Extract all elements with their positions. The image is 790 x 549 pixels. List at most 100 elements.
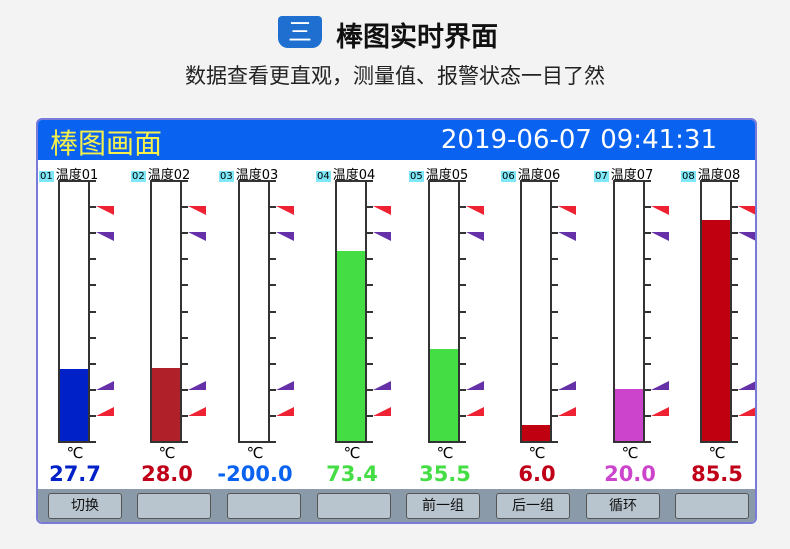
scale-tick (270, 362, 276, 365)
alarm-flag-icon (188, 406, 206, 416)
alarm-flag-icon (651, 206, 669, 216)
channel-number: 07 (594, 171, 609, 182)
section-badge: 三 (278, 16, 322, 48)
function-button-3[interactable] (227, 493, 301, 519)
bar-fill (615, 389, 643, 441)
alarm-flag-icon (738, 406, 755, 416)
bar-fill (702, 219, 730, 441)
bar-fill (337, 250, 365, 441)
channel-label: 08 温度08 (681, 164, 740, 183)
alarm-flag-icon (373, 380, 391, 390)
unit-label: ℃ (621, 444, 639, 462)
scale-tick (367, 232, 373, 235)
channel-name: 温度03 (235, 168, 279, 183)
scale-tick (460, 388, 466, 391)
channel-07: 07 温度07 ℃ 20.0 (594, 160, 686, 486)
alarm-flag-icon (558, 406, 576, 416)
channel-number: 03 (219, 171, 234, 182)
scale-tick (270, 310, 276, 313)
scale-tick (645, 180, 651, 182)
scale-tick (645, 441, 651, 443)
scale-tick (732, 388, 738, 391)
scale-tick (90, 388, 96, 391)
scale-tick (182, 336, 188, 339)
channel-number: 06 (501, 171, 516, 182)
scale-tick (182, 441, 188, 443)
scale-tick (732, 258, 738, 261)
bar-graph-panel: 棒图画面 2019-06-07 09:41:31 01 温度01 ℃ 27.7 02 温度… (36, 118, 757, 524)
alarm-flag-icon (466, 232, 484, 242)
scale-tick (90, 362, 96, 365)
scale-tick (552, 180, 558, 182)
alarm-flag-icon (558, 206, 576, 216)
function-button-6[interactable]: 后一组 (496, 493, 570, 519)
scale-tick (732, 414, 738, 417)
scale-tick (270, 336, 276, 339)
scale-tick (90, 284, 96, 287)
alarm-flag-icon (188, 206, 206, 216)
scale-tick (460, 414, 466, 417)
channel-name: 温度07 (610, 168, 654, 183)
bar-gauge (700, 180, 732, 443)
scale-tick (367, 441, 373, 443)
scale-tick (645, 362, 651, 365)
scale-tick (90, 336, 96, 339)
function-button-7[interactable]: 循环 (586, 493, 660, 519)
button-bar: 切换 前一组 后一组 循环 (38, 489, 755, 522)
alarm-flag-icon (96, 232, 114, 242)
function-button-8[interactable] (675, 493, 749, 519)
scale-tick (460, 441, 466, 443)
alarm-flag-icon (738, 380, 755, 390)
function-button-5[interactable]: 前一组 (406, 493, 480, 519)
scale-tick (367, 362, 373, 365)
scale-tick (645, 206, 651, 209)
unit-label: ℃ (528, 444, 546, 462)
scale-tick (270, 284, 276, 287)
channel-label: 03 温度03 (219, 164, 278, 183)
scale-axis (730, 180, 732, 443)
alarm-flag-icon (373, 206, 391, 216)
scale-tick (732, 336, 738, 339)
scale-tick (732, 232, 738, 235)
unit-label: ℃ (158, 444, 176, 462)
scale-tick (90, 441, 96, 443)
scale-tick (645, 414, 651, 417)
channel-label: 02 温度02 (131, 164, 190, 183)
scale-tick (732, 362, 738, 365)
scale-tick (552, 310, 558, 313)
scale-tick (732, 206, 738, 209)
scale-tick (460, 232, 466, 235)
scale-tick (367, 180, 373, 182)
scale-axis (268, 180, 270, 443)
scale-axis (365, 180, 367, 443)
alarm-flag-icon (651, 380, 669, 390)
scale-tick (552, 206, 558, 209)
channel-value: -200.0 (217, 462, 293, 486)
channel-value: 27.7 (49, 462, 101, 486)
function-button-1[interactable]: 切换 (48, 493, 122, 519)
channel-01: 01 温度01 ℃ 27.7 (39, 160, 131, 486)
alarm-flag-icon (466, 406, 484, 416)
function-button-2[interactable] (137, 493, 211, 519)
scale-tick (182, 258, 188, 261)
scale-tick (90, 206, 96, 209)
channel-name: 温度06 (517, 168, 561, 183)
scale-tick (552, 362, 558, 365)
scale-tick (552, 441, 558, 443)
alarm-flag-icon (373, 232, 391, 242)
channel-value: 73.4 (326, 462, 378, 486)
function-button-4[interactable] (317, 493, 391, 519)
channel-03: 03 温度03 ℃ -200.0 (217, 160, 311, 486)
scale-axis (550, 180, 552, 443)
alarm-flag-icon (188, 380, 206, 390)
unit-label: ℃ (436, 444, 454, 462)
channel-value: 85.5 (691, 462, 743, 486)
scale-axis (88, 180, 90, 443)
scale-tick (270, 258, 276, 261)
alarm-flag-icon (558, 232, 576, 242)
alarm-flag-icon (373, 406, 391, 416)
scale-tick (460, 336, 466, 339)
alarm-flag-icon (651, 406, 669, 416)
panel-title: 棒图画面 (50, 127, 163, 160)
bar-gauge (428, 180, 460, 443)
